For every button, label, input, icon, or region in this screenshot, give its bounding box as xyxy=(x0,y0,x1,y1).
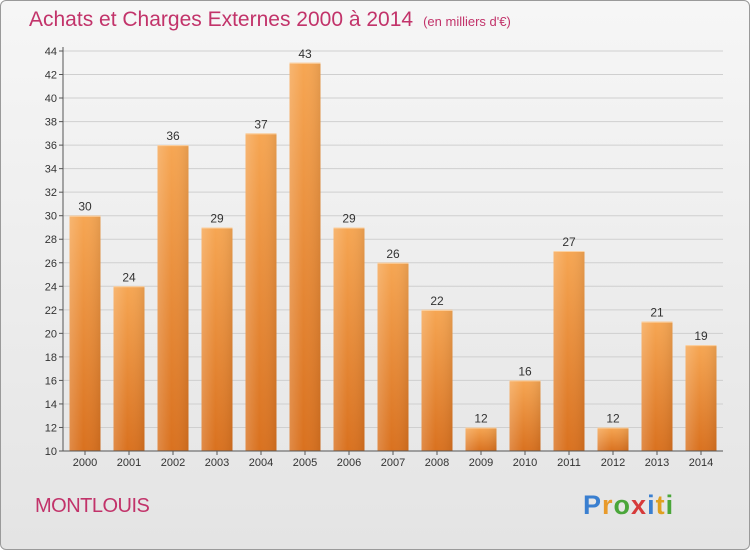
x-tick-label: 2004 xyxy=(249,457,273,469)
x-tick-label: 2012 xyxy=(601,457,625,469)
y-tick-label: 32 xyxy=(45,187,57,199)
logo-letter: P xyxy=(583,490,603,520)
y-tick-label: 12 xyxy=(45,422,57,434)
logo-letter: x xyxy=(631,490,648,520)
x-tick-label: 2010 xyxy=(513,457,537,469)
y-tick-label: 44 xyxy=(45,46,57,58)
y-tick-label: 20 xyxy=(45,328,57,340)
x-tick-label: 2002 xyxy=(161,457,185,469)
bar-shade xyxy=(421,309,453,451)
bar-shade xyxy=(377,262,409,451)
y-tick-label: 34 xyxy=(45,164,57,176)
axis-layer: 10 12 14 16 18 20 22 24 26 28 30 32 34 36 38 40 42 44 2000… xyxy=(45,46,723,469)
proxiti-logo: Proxiti xyxy=(583,490,674,521)
bar-shade xyxy=(289,62,321,451)
y-tick-label: 30 xyxy=(45,211,57,223)
y-tick-label: 28 xyxy=(45,234,57,246)
y-tick-label: 26 xyxy=(45,258,57,270)
logo-letter: i xyxy=(665,490,675,520)
x-tick-label: 2003 xyxy=(205,457,229,469)
bar-shade xyxy=(113,286,145,451)
data-label: 26 xyxy=(386,247,400,261)
y-tick-label: 42 xyxy=(45,70,57,82)
bar-shade xyxy=(201,227,233,451)
bar-shade xyxy=(509,380,541,451)
bar-shade xyxy=(641,321,673,451)
bar-shade xyxy=(597,427,629,451)
logo-letter: o xyxy=(613,490,632,520)
data-label: 12 xyxy=(474,411,488,425)
data-label: 19 xyxy=(694,329,708,343)
bar-shade xyxy=(157,145,189,451)
x-tick-label: 2011 xyxy=(557,457,581,469)
x-tick-label: 2009 xyxy=(469,457,493,469)
bars-layer xyxy=(69,62,717,451)
y-tick-label: 40 xyxy=(45,93,57,105)
data-label: 36 xyxy=(166,129,180,143)
x-tick-label: 2014 xyxy=(689,457,713,469)
data-label: 27 xyxy=(562,235,576,249)
bar-shade xyxy=(69,215,101,451)
y-tick-label: 38 xyxy=(45,117,57,129)
y-tick-label: 18 xyxy=(45,352,57,364)
labels-layer: 30 24 36 29 37 43 29 26 22 12 16 27 12 21 19 xyxy=(78,47,708,426)
x-tick-label: 2007 xyxy=(381,457,405,469)
logo-letter: t xyxy=(655,490,666,520)
y-tick-label: 36 xyxy=(45,140,57,152)
chart-title: Achats et Charges Externes 2000 à 2014 xyxy=(29,8,414,31)
title-row: Achats et Charges Externes 2000 à 2014 (e… xyxy=(29,8,511,32)
y-tick-label: 24 xyxy=(45,281,57,293)
bar-shade xyxy=(465,427,497,451)
x-tick-label: 2000 xyxy=(73,457,97,469)
x-tick-label: 2005 xyxy=(293,457,317,469)
data-label: 12 xyxy=(606,411,620,425)
x-tick-label: 2013 xyxy=(645,457,669,469)
data-label: 24 xyxy=(122,270,136,284)
data-label: 16 xyxy=(518,364,532,378)
x-tick-label: 2008 xyxy=(425,457,449,469)
data-label: 21 xyxy=(650,306,664,320)
data-label: 29 xyxy=(210,211,224,225)
chart-subtitle: (en milliers d'€) xyxy=(423,14,511,29)
data-label: 43 xyxy=(298,47,312,61)
commune-name: MONTLOUIS xyxy=(35,495,150,517)
bar-shade xyxy=(333,227,365,451)
logo-letter: r xyxy=(602,490,614,520)
y-tick-label: 22 xyxy=(45,305,57,317)
data-label: 30 xyxy=(78,200,92,214)
x-tick-label: 2006 xyxy=(337,457,361,469)
data-label: 29 xyxy=(342,211,356,225)
y-tick-label: 16 xyxy=(45,375,57,387)
bar-shade xyxy=(553,251,585,451)
data-label: 37 xyxy=(254,117,268,131)
y-tick-label: 10 xyxy=(45,446,57,458)
bar-shade xyxy=(245,133,277,451)
logo-letter: i xyxy=(647,490,656,520)
bar-shade xyxy=(685,345,717,451)
y-tick-label: 14 xyxy=(45,399,57,411)
x-tick-label: 2001 xyxy=(117,457,141,469)
data-label: 22 xyxy=(430,294,444,308)
